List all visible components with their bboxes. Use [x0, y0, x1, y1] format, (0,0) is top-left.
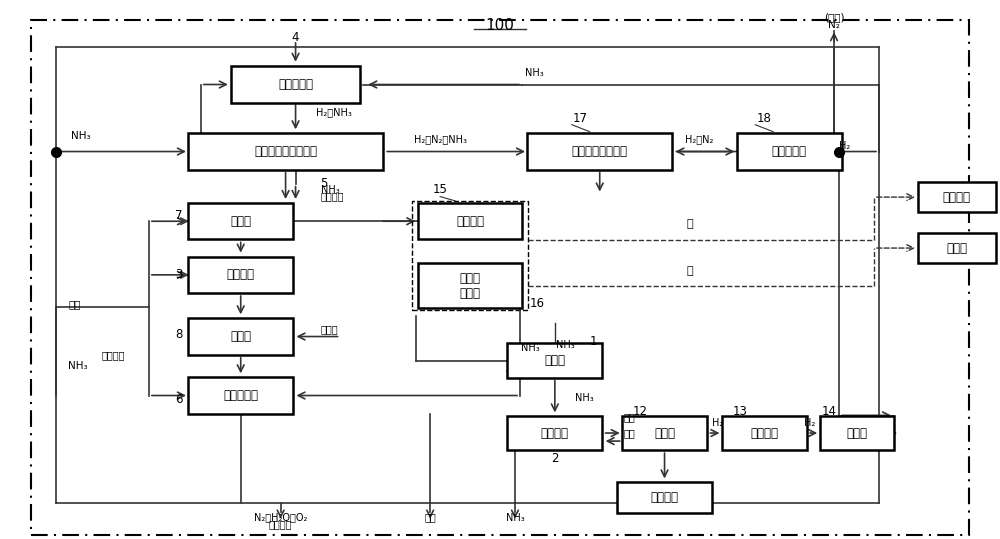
Text: H₂: H₂: [839, 141, 850, 151]
FancyBboxPatch shape: [188, 133, 383, 170]
Text: 15: 15: [433, 183, 448, 196]
Text: 6: 6: [175, 393, 183, 406]
FancyBboxPatch shape: [507, 416, 602, 451]
Text: NH₃: NH₃: [320, 185, 339, 195]
Text: 过热蒸汽: 过热蒸汽: [320, 191, 344, 202]
Text: H₂、N₂、NH₃: H₂、N₂、NH₃: [414, 135, 467, 144]
FancyBboxPatch shape: [617, 482, 712, 513]
Text: N₂、H₂O、O₂: N₂、H₂O、O₂: [254, 513, 307, 523]
FancyBboxPatch shape: [188, 319, 293, 355]
Text: 氢燃料车: 氢燃料车: [651, 491, 679, 504]
FancyBboxPatch shape: [188, 377, 293, 414]
Text: 变温吸附解吸设备: 变温吸附解吸设备: [572, 145, 628, 158]
Text: NH₃: NH₃: [68, 361, 88, 371]
Text: 储氢单元: 储氢单元: [750, 426, 778, 439]
Text: NH₃: NH₃: [521, 343, 540, 354]
Text: 电力负荷: 电力负荷: [943, 191, 971, 204]
Text: 工质: 工质: [624, 427, 636, 438]
Text: 5: 5: [320, 177, 328, 190]
FancyBboxPatch shape: [737, 133, 842, 170]
Text: NH₃: NH₃: [525, 67, 544, 78]
Text: 8: 8: [176, 328, 183, 341]
Text: 17: 17: [573, 112, 588, 125]
Text: NH₃: NH₃: [556, 340, 575, 350]
Text: 热: 热: [686, 266, 693, 276]
FancyBboxPatch shape: [527, 133, 672, 170]
Text: 3: 3: [176, 268, 183, 281]
Text: 换热: 换热: [624, 412, 636, 423]
FancyBboxPatch shape: [418, 263, 522, 308]
Text: 100: 100: [486, 18, 514, 33]
Text: 加氢机: 加氢机: [654, 426, 675, 439]
Text: NH₃: NH₃: [575, 393, 594, 403]
Text: 1: 1: [590, 335, 597, 348]
Text: 压缩机: 压缩机: [847, 426, 868, 439]
Text: 过热器: 过热器: [230, 215, 251, 228]
Text: 热负荷: 热负荷: [946, 241, 967, 254]
FancyBboxPatch shape: [722, 416, 807, 451]
Text: 储氨罐: 储氨罐: [544, 354, 565, 367]
Text: 冷凝水: 冷凝水: [320, 324, 338, 335]
Text: 往复式
内燃机: 往复式 内燃机: [460, 272, 481, 300]
Text: 18: 18: [756, 112, 771, 125]
FancyBboxPatch shape: [188, 203, 293, 239]
Text: 空气: 空气: [68, 299, 81, 309]
FancyBboxPatch shape: [622, 416, 707, 451]
Text: 空气预热器: 空气预热器: [223, 389, 258, 402]
FancyBboxPatch shape: [507, 343, 602, 378]
Text: 14: 14: [822, 405, 837, 418]
FancyBboxPatch shape: [188, 257, 293, 293]
FancyBboxPatch shape: [820, 416, 894, 451]
Text: H₂、N₂: H₂、N₂: [685, 135, 714, 144]
Text: 自热式氨裂解反应器: 自热式氨裂解反应器: [254, 145, 317, 158]
Text: (尾气): (尾气): [824, 12, 844, 22]
Text: 氨蒸发器: 氨蒸发器: [541, 426, 569, 439]
Text: 16: 16: [530, 297, 545, 310]
FancyBboxPatch shape: [231, 66, 360, 103]
Text: 空气: 空气: [424, 513, 436, 523]
Text: 4: 4: [292, 31, 299, 44]
Text: 12: 12: [633, 405, 648, 418]
Text: 13: 13: [732, 405, 747, 418]
Text: N₂: N₂: [828, 20, 840, 30]
FancyBboxPatch shape: [418, 203, 522, 239]
Text: 7: 7: [175, 209, 183, 223]
Text: H₂: H₂: [804, 418, 815, 427]
Text: 氨预热器: 氨预热器: [227, 268, 255, 281]
Text: （尾气）: （尾气）: [269, 520, 292, 530]
FancyBboxPatch shape: [918, 182, 996, 212]
Text: NH₃: NH₃: [71, 131, 91, 141]
Text: NH₃: NH₃: [506, 513, 524, 523]
FancyBboxPatch shape: [918, 233, 996, 263]
Text: 燃料混合罐: 燃料混合罐: [278, 78, 313, 91]
Text: 汽化器: 汽化器: [230, 330, 251, 343]
Text: 蒸汽轮机: 蒸汽轮机: [456, 215, 484, 228]
Text: H₂: H₂: [712, 418, 723, 427]
Text: H₂、NH₃: H₂、NH₃: [316, 107, 351, 118]
Text: 氢氮膜分离: 氢氮膜分离: [772, 145, 807, 158]
Text: 饱和蒸汽: 饱和蒸汽: [101, 350, 125, 360]
Text: 2: 2: [551, 452, 559, 465]
Text: 电: 电: [686, 219, 693, 229]
